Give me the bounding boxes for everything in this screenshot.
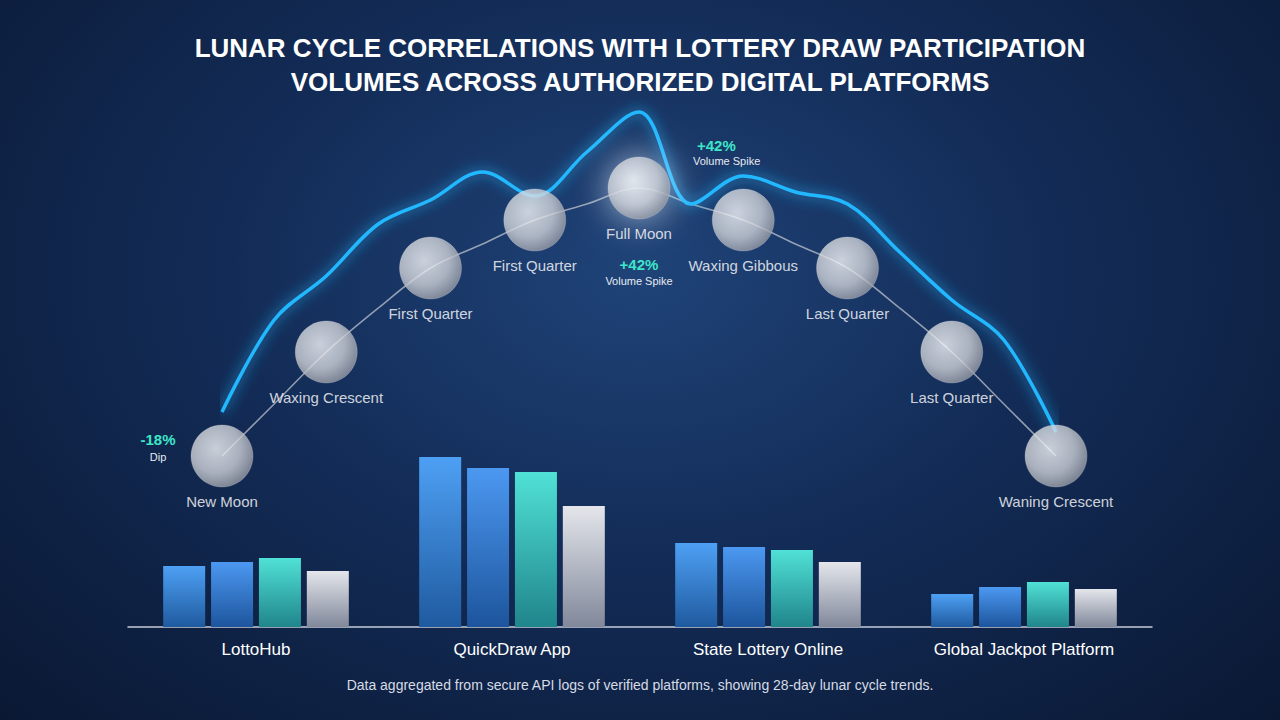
svg-text:State Lottery Online: State Lottery Online	[693, 640, 843, 659]
svg-text:LUNAR CYCLE CORRELATIONS WITH: LUNAR CYCLE CORRELATIONS WITH LOTTERY DR…	[195, 33, 1086, 63]
svg-text:Last Quarter: Last Quarter	[910, 389, 993, 406]
svg-text:QuickDraw App: QuickDraw App	[453, 640, 570, 659]
svg-text:LottoHub: LottoHub	[222, 640, 291, 659]
svg-text:Waning Crescent: Waning Crescent	[999, 493, 1114, 510]
svg-text:Volume Spike: Volume Spike	[693, 155, 760, 167]
svg-text:+42%: +42%	[697, 137, 736, 154]
svg-text:First Quarter: First Quarter	[388, 305, 472, 322]
svg-text:-18%: -18%	[140, 431, 175, 448]
svg-text:Global Jackpot Platform: Global Jackpot Platform	[934, 640, 1114, 659]
svg-text:Volume Spike: Volume Spike	[605, 275, 672, 287]
svg-text:+42%: +42%	[620, 256, 659, 273]
svg-text:New Moon: New Moon	[186, 493, 258, 510]
svg-text:Last Quarter: Last Quarter	[806, 305, 889, 322]
svg-text:First Quarter: First Quarter	[493, 257, 577, 274]
svg-text:Dip: Dip	[150, 451, 167, 463]
svg-text:Data aggregated from secure AP: Data aggregated from secure API logs of …	[347, 677, 934, 693]
svg-text:VOLUMES ACROSS AUTHORIZED DIGI: VOLUMES ACROSS AUTHORIZED DIGITAL PLATFO…	[291, 67, 990, 97]
svg-text:Full Moon: Full Moon	[606, 225, 672, 242]
svg-text:Waxing Gibbous: Waxing Gibbous	[689, 257, 799, 274]
svg-text:Waxing Crescent: Waxing Crescent	[269, 389, 383, 406]
